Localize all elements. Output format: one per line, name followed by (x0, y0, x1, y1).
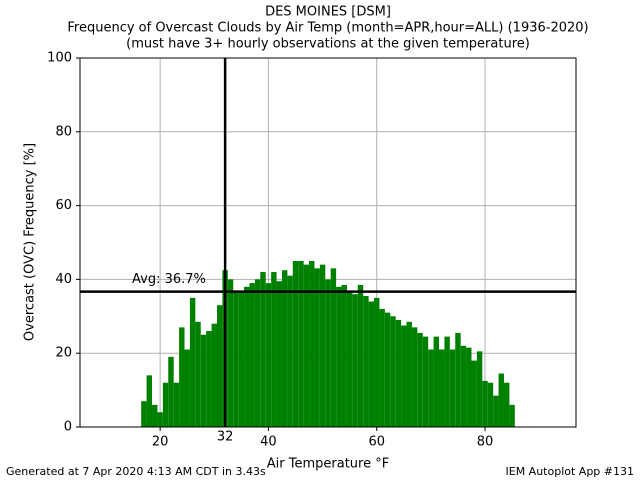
bar (487, 382, 494, 427)
y-tick-label: 80 (55, 124, 72, 139)
bar (417, 332, 423, 427)
bar (503, 382, 510, 427)
y-tick-label: 20 (55, 346, 72, 361)
bar (390, 316, 396, 427)
x-axis-label: Air Temperature °F (267, 457, 389, 472)
bar (292, 260, 299, 427)
x-tick-label: 60 (368, 435, 385, 450)
bar (444, 336, 450, 427)
bar (206, 331, 212, 427)
bar (406, 321, 412, 427)
bar (195, 321, 201, 427)
bar (346, 292, 353, 427)
chart-title: DES MOINES [DSM] (265, 5, 391, 20)
bar (216, 305, 223, 427)
x-tick-label: 80 (477, 435, 494, 450)
chart-subtitle: Frequency of Overcast Clouds by Air Temp… (67, 21, 588, 36)
bar (357, 284, 364, 427)
bar (411, 327, 418, 427)
bar (498, 373, 504, 427)
y-tick-label: 60 (55, 198, 72, 213)
bar (189, 297, 196, 427)
bar (368, 301, 375, 427)
bar (265, 283, 272, 427)
bar (509, 404, 515, 427)
plot-frame (79, 57, 577, 428)
bar (379, 308, 385, 427)
y-axis-label: Overcast (OVC) Frequency [%] (23, 143, 38, 341)
bar (466, 347, 472, 427)
bar (482, 380, 488, 427)
bar (271, 272, 277, 427)
bar (314, 268, 320, 427)
bar (233, 290, 239, 427)
bar (439, 349, 445, 427)
bar (384, 312, 391, 427)
bar (254, 279, 261, 427)
bar (179, 327, 185, 427)
bar (352, 294, 358, 427)
bar (460, 345, 467, 427)
bar (363, 296, 369, 427)
x-tick-label: 20 (152, 435, 169, 450)
bar (281, 270, 288, 427)
bar (249, 283, 255, 427)
bar (227, 279, 234, 427)
bar (449, 349, 456, 427)
bar (401, 325, 407, 427)
bar (422, 336, 429, 427)
bar (173, 382, 180, 427)
bar (211, 323, 217, 427)
bar (238, 292, 245, 427)
footer: IEM Autoplot App #131 (506, 465, 635, 478)
bar (276, 281, 282, 427)
bar (493, 395, 499, 427)
bar (336, 286, 342, 427)
bar (303, 264, 310, 427)
bar (152, 404, 158, 427)
bar (184, 349, 190, 427)
x-tick-label: 40 (260, 435, 277, 450)
bar (244, 286, 250, 427)
bar (455, 332, 461, 427)
reference-label: 32 (217, 430, 234, 445)
y-tick-label: 0 (64, 420, 72, 435)
bar (471, 360, 477, 427)
chart-subtitle: (must have 3+ hourly observations at the… (126, 37, 530, 52)
bar (395, 319, 402, 427)
bar (433, 336, 440, 427)
bar (168, 356, 174, 427)
bar (325, 279, 331, 427)
footer: Generated at 7 Apr 2020 4:13 AM CDT in 3… (6, 465, 266, 478)
bar (428, 349, 434, 427)
bar (476, 351, 483, 427)
bar (309, 260, 315, 427)
bar (141, 401, 147, 427)
bar (146, 375, 153, 427)
annotation: Avg: 36.7% (132, 272, 206, 287)
bar (298, 260, 304, 427)
bar (200, 334, 207, 427)
bar (260, 272, 266, 427)
y-tick-label: 40 (55, 272, 72, 287)
bar (330, 268, 337, 427)
bar (374, 297, 380, 427)
bar (162, 382, 169, 427)
bar (341, 284, 347, 427)
bar (157, 412, 163, 427)
y-tick-label: 100 (47, 51, 72, 66)
bar (319, 264, 326, 427)
bar (287, 275, 293, 427)
